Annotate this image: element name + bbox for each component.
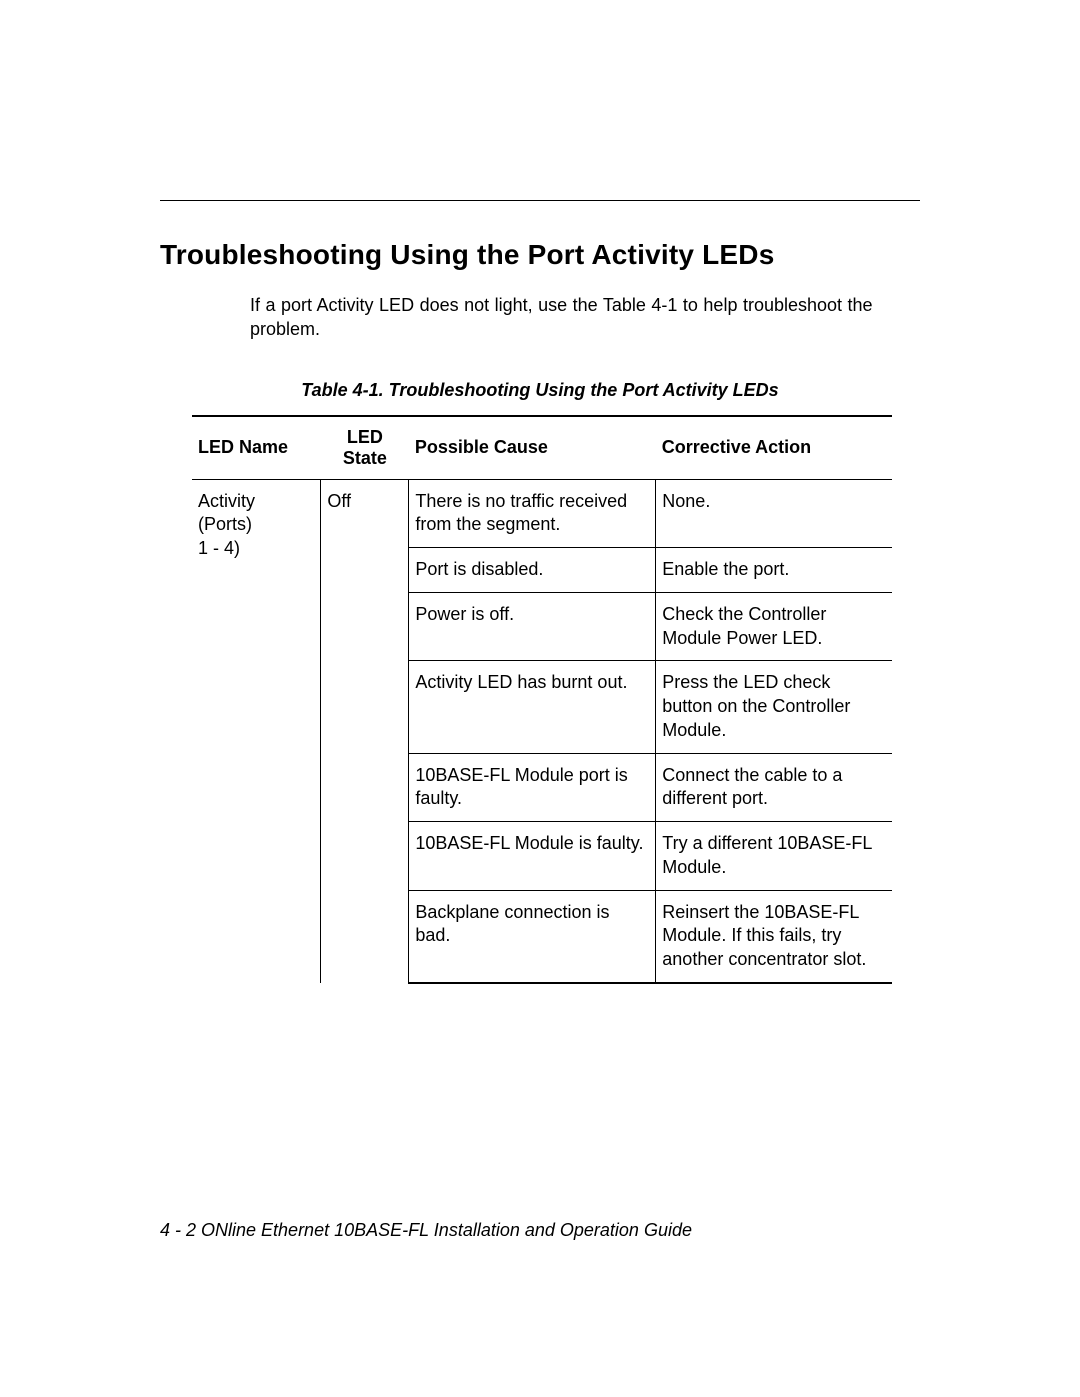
cell-action: Press the LED check button on the Contro… [656,661,892,753]
table-wrapper: LED Name LED State Possible Cause Correc… [192,415,892,984]
page-footer: 4 - 2 ONline Ethernet 10BASE-FL Installa… [160,1220,692,1241]
cell-action: Reinsert the 10BASE-FL Module. If this f… [656,890,892,983]
cell-cause: 10BASE-FL Module is faulty. [409,822,656,891]
cell-led-name: Activity (Ports) 1 - 4) [192,479,321,983]
cell-cause: Activity LED has burnt out. [409,661,656,753]
page-content: Troubleshooting Using the Port Activity … [160,200,920,984]
col-header-led-name: LED Name [192,416,321,480]
cell-led-state: Off [321,479,409,983]
led-name-line3: 1 - 4) [198,538,240,558]
led-name-line2: (Ports) [198,514,252,534]
troubleshooting-table: LED Name LED State Possible Cause Correc… [192,415,892,984]
cell-action: Connect the cable to a different port. [656,753,892,822]
cell-cause: There is no traffic received from the se… [409,479,656,548]
cell-action: Enable the port. [656,548,892,593]
section-title: Troubleshooting Using the Port Activity … [160,239,920,271]
col-header-possible-cause: Possible Cause [409,416,656,480]
col-header-corrective-action: Corrective Action [656,416,892,480]
cell-cause: 10BASE-FL Module port is faulty. [409,753,656,822]
table-header-row: LED Name LED State Possible Cause Correc… [192,416,892,480]
cell-cause: Backplane connection is bad. [409,890,656,983]
led-name-line1: Activity [198,491,255,511]
intro-paragraph: If a port Activity LED does not light, u… [250,293,900,342]
cell-action: Try a different 10BASE-FL Module. [656,822,892,891]
table-row: Activity (Ports) 1 - 4) Off There is no … [192,479,892,548]
cell-cause: Port is disabled. [409,548,656,593]
top-rule [160,200,920,201]
cell-action: None. [656,479,892,548]
cell-cause: Power is off. [409,592,656,661]
col-header-led-state: LED State [321,416,409,480]
table-caption: Table 4-1. Troubleshooting Using the Por… [160,380,920,401]
cell-action: Check the Controller Module Power LED. [656,592,892,661]
